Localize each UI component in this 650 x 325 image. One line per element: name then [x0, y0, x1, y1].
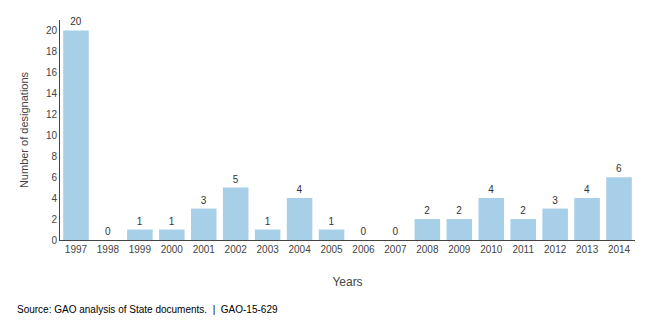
svg-text:8: 8: [51, 151, 57, 162]
svg-text:2: 2: [424, 205, 430, 216]
svg-text:2009: 2009: [448, 244, 471, 255]
svg-text:6: 6: [616, 163, 622, 174]
svg-text:4: 4: [297, 184, 303, 195]
svg-text:2: 2: [456, 205, 462, 216]
svg-text:14: 14: [46, 88, 58, 99]
svg-text:1997: 1997: [65, 244, 88, 255]
svg-text:Number of designations: Number of designations: [18, 71, 30, 188]
svg-text:1: 1: [169, 216, 175, 227]
svg-text:4: 4: [488, 184, 494, 195]
svg-text:3: 3: [201, 195, 207, 206]
svg-text:12: 12: [46, 109, 58, 120]
svg-text:2000: 2000: [161, 244, 184, 255]
svg-text:Source: GAO analysis of State: Source: GAO analysis of State documents.…: [17, 304, 278, 315]
svg-text:1998: 1998: [97, 244, 120, 255]
svg-text:1: 1: [329, 216, 335, 227]
svg-text:20: 20: [70, 16, 82, 27]
svg-text:18: 18: [46, 46, 58, 57]
svg-text:1999: 1999: [129, 244, 152, 255]
svg-text:1: 1: [265, 216, 271, 227]
svg-text:6: 6: [51, 172, 57, 183]
svg-text:2003: 2003: [257, 244, 280, 255]
svg-text:2004: 2004: [288, 244, 311, 255]
svg-text:2: 2: [520, 205, 526, 216]
svg-text:2010: 2010: [480, 244, 503, 255]
svg-text:2001: 2001: [193, 244, 216, 255]
svg-text:0: 0: [360, 226, 366, 237]
svg-text:2005: 2005: [320, 244, 343, 255]
svg-text:0: 0: [51, 235, 57, 246]
svg-text:2008: 2008: [416, 244, 439, 255]
svg-text:2012: 2012: [544, 244, 567, 255]
svg-text:2013: 2013: [576, 244, 599, 255]
svg-text:0: 0: [392, 226, 398, 237]
svg-text:2007: 2007: [384, 244, 407, 255]
svg-text:4: 4: [51, 193, 57, 204]
svg-text:16: 16: [46, 67, 58, 78]
svg-text:2014: 2014: [608, 244, 631, 255]
svg-text:2011: 2011: [512, 244, 534, 255]
svg-text:4: 4: [584, 184, 590, 195]
svg-text:5: 5: [233, 174, 239, 185]
svg-text:10: 10: [46, 130, 58, 141]
svg-text:2002: 2002: [225, 244, 248, 255]
svg-text:0: 0: [105, 226, 111, 237]
svg-text:Years: Years: [332, 275, 362, 289]
svg-text:1: 1: [137, 216, 143, 227]
svg-text:3: 3: [552, 195, 558, 206]
svg-text:2: 2: [51, 214, 57, 225]
svg-text:20: 20: [46, 25, 58, 36]
svg-text:2006: 2006: [352, 244, 375, 255]
